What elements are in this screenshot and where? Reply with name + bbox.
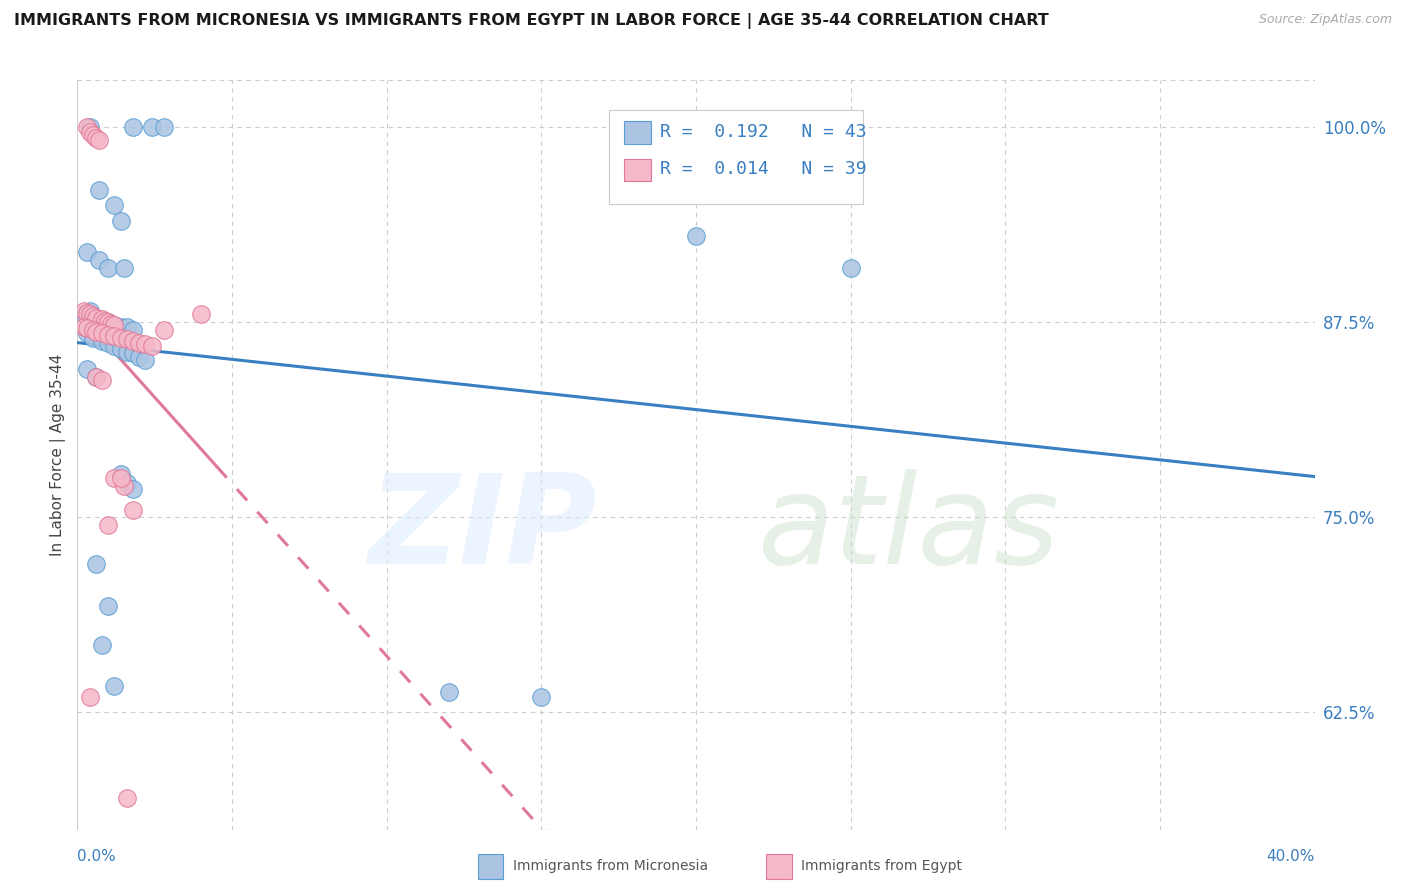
- Point: [82, 128, 104, 142]
- Point: [103, 329, 125, 343]
- Point: [103, 679, 125, 693]
- Point: [72, 304, 94, 318]
- Point: [110, 320, 132, 334]
- Text: IMMIGRANTS FROM MICRONESIA VS IMMIGRANTS FROM EGYPT IN LABOR FORCE | AGE 35-44 C: IMMIGRANTS FROM MICRONESIA VS IMMIGRANTS…: [14, 13, 1049, 29]
- Point: [122, 334, 145, 348]
- Text: Immigrants from Micronesia: Immigrants from Micronesia: [513, 859, 709, 873]
- FancyBboxPatch shape: [624, 159, 651, 181]
- Point: [87, 183, 110, 197]
- Point: [134, 337, 156, 351]
- Point: [122, 346, 145, 360]
- Point: [82, 323, 104, 337]
- Point: [76, 326, 98, 341]
- Point: [141, 120, 163, 135]
- Point: [79, 307, 101, 322]
- Point: [76, 321, 98, 335]
- Point: [76, 120, 98, 135]
- Point: [87, 252, 110, 267]
- Point: [100, 317, 122, 331]
- Point: [91, 334, 114, 348]
- Point: [115, 333, 138, 347]
- Point: [84, 310, 107, 325]
- Point: [76, 306, 98, 320]
- Point: [91, 315, 114, 329]
- Point: [97, 315, 120, 329]
- Point: [110, 214, 132, 228]
- Point: [112, 479, 135, 493]
- Point: [153, 323, 176, 337]
- Point: [110, 331, 132, 345]
- Point: [79, 304, 101, 318]
- Point: [115, 476, 138, 491]
- Point: [94, 314, 117, 328]
- Point: [76, 362, 98, 376]
- Point: [97, 599, 120, 614]
- Point: [128, 335, 150, 350]
- Point: [76, 244, 98, 259]
- Point: [97, 518, 120, 533]
- Point: [97, 260, 120, 275]
- Point: [84, 131, 107, 145]
- Point: [84, 557, 107, 572]
- Text: atlas: atlas: [758, 469, 1060, 591]
- Point: [87, 133, 110, 147]
- Text: 0.0%: 0.0%: [77, 849, 117, 863]
- Point: [530, 690, 553, 704]
- Text: R =  0.192   N = 43: R = 0.192 N = 43: [659, 123, 866, 141]
- Point: [839, 260, 862, 275]
- Point: [128, 350, 150, 364]
- Point: [84, 310, 107, 325]
- FancyBboxPatch shape: [624, 121, 651, 144]
- Point: [82, 309, 104, 323]
- Point: [79, 120, 101, 135]
- Point: [79, 690, 101, 704]
- Text: 40.0%: 40.0%: [1267, 849, 1315, 863]
- Point: [103, 198, 125, 212]
- Point: [84, 370, 107, 384]
- Point: [72, 307, 94, 322]
- Text: R =  0.014   N = 39: R = 0.014 N = 39: [659, 161, 866, 178]
- Point: [103, 318, 125, 333]
- Point: [134, 352, 156, 367]
- FancyBboxPatch shape: [609, 111, 863, 204]
- Text: Source: ZipAtlas.com: Source: ZipAtlas.com: [1258, 13, 1392, 27]
- Point: [82, 331, 104, 345]
- Point: [112, 260, 135, 275]
- Point: [141, 339, 163, 353]
- Point: [97, 335, 120, 350]
- Point: [103, 318, 125, 333]
- Point: [91, 373, 114, 387]
- Point: [115, 345, 138, 359]
- Point: [122, 482, 145, 496]
- Y-axis label: In Labor Force | Age 35-44: In Labor Force | Age 35-44: [51, 354, 66, 556]
- Point: [122, 323, 145, 337]
- Point: [79, 125, 101, 139]
- Point: [122, 502, 145, 516]
- Point: [91, 326, 114, 341]
- Text: ZIP: ZIP: [368, 469, 598, 591]
- Point: [110, 342, 132, 356]
- Point: [115, 320, 138, 334]
- Point: [84, 325, 107, 339]
- Point: [110, 471, 132, 485]
- Point: [72, 320, 94, 334]
- Point: [685, 229, 707, 244]
- Point: [110, 467, 132, 481]
- Point: [97, 327, 120, 342]
- Point: [122, 120, 145, 135]
- Point: [153, 120, 176, 135]
- Text: Immigrants from Egypt: Immigrants from Egypt: [801, 859, 963, 873]
- Point: [97, 315, 120, 329]
- Point: [91, 639, 114, 653]
- Point: [84, 370, 107, 384]
- Point: [91, 312, 114, 326]
- Point: [437, 685, 460, 699]
- Point: [103, 339, 125, 353]
- Point: [115, 791, 138, 805]
- Point: [103, 471, 125, 485]
- Point: [190, 307, 212, 322]
